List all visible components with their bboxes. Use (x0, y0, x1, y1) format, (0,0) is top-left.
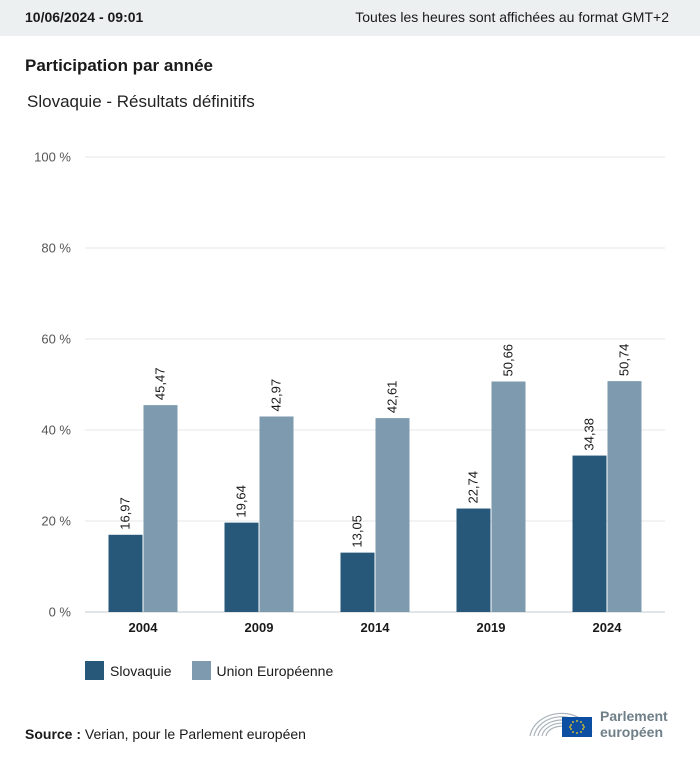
bar-slovaquie (340, 552, 375, 612)
data-label: 50,66 (501, 344, 516, 377)
logo-line-1: Parlement (600, 708, 668, 724)
bar-union-europeenne (259, 416, 294, 612)
y-tick-label: 60 % (41, 332, 71, 347)
y-tick-label: 40 % (41, 423, 71, 438)
legend-label-union-europeenne: Union Européenne (216, 662, 334, 679)
legend-item-union-europeenne: Union Européenne (191, 661, 334, 680)
top-bar: 10/06/2024 - 09:01 Toutes les heures son… (0, 0, 700, 36)
chart-subtitle: Slovaquie - Résultats définitifs (27, 92, 255, 111)
data-label: 19,64 (234, 485, 249, 518)
source-label: Source : (25, 726, 82, 742)
chart-title: Participation par année (25, 56, 213, 75)
bar-slovaquie (108, 534, 143, 612)
bar-slovaquie (224, 522, 259, 612)
source-note: Source : Verian, pour le Parlement europ… (25, 726, 306, 742)
data-label: 22,74 (466, 471, 481, 504)
timezone-note: Toutes les heures sont affichées au form… (355, 9, 669, 25)
data-label: 16,97 (118, 497, 133, 530)
logo-line-2: européen (600, 724, 664, 740)
x-tick-label: 2004 (129, 620, 159, 635)
bar-union-europeenne (607, 381, 642, 612)
legend-swatch-union-europeenne (191, 661, 211, 680)
parlement-europeen-logo: Parlement européen (528, 702, 678, 740)
y-tick-label: 0 % (49, 605, 72, 620)
bar-slovaquie (572, 455, 607, 612)
legend-swatch-slovaquie (85, 661, 104, 680)
data-label: 13,05 (350, 515, 365, 548)
data-label: 42,61 (385, 381, 400, 414)
y-tick-label: 20 % (41, 514, 71, 529)
x-tick-label: 2009 (245, 620, 274, 635)
y-tick-label: 100 % (34, 150, 71, 165)
x-tick-label: 2024 (593, 620, 623, 635)
data-label: 50,74 (617, 344, 632, 377)
data-label: 42,97 (269, 379, 284, 412)
bar-union-europeenne (491, 381, 526, 612)
datetime: 10/06/2024 - 09:01 (25, 9, 144, 25)
source-text: Verian, pour le Parlement européen (84, 726, 306, 742)
turnout-bar-chart: 0 % 20 % 40 % 60 % 80 % 100 % 16,97 45,47 2004 19… (34, 150, 665, 635)
hemicycle-flag-icon (529, 712, 593, 737)
legend-item-slovaquie: Slovaquie (85, 661, 172, 680)
data-label: 34,38 (582, 418, 597, 451)
bar-union-europeenne (375, 418, 410, 612)
logo-text: Parlement européen (600, 708, 668, 740)
x-tick-label: 2019 (477, 620, 506, 635)
chart-legend: Slovaquie Union Européenne (85, 661, 353, 680)
bar-union-europeenne (143, 405, 178, 612)
legend-label-slovaquie: Slovaquie (110, 662, 172, 679)
bar-slovaquie (456, 508, 491, 612)
y-tick-label: 80 % (41, 241, 71, 256)
x-tick-label: 2014 (361, 620, 391, 635)
data-label: 45,47 (153, 368, 168, 401)
